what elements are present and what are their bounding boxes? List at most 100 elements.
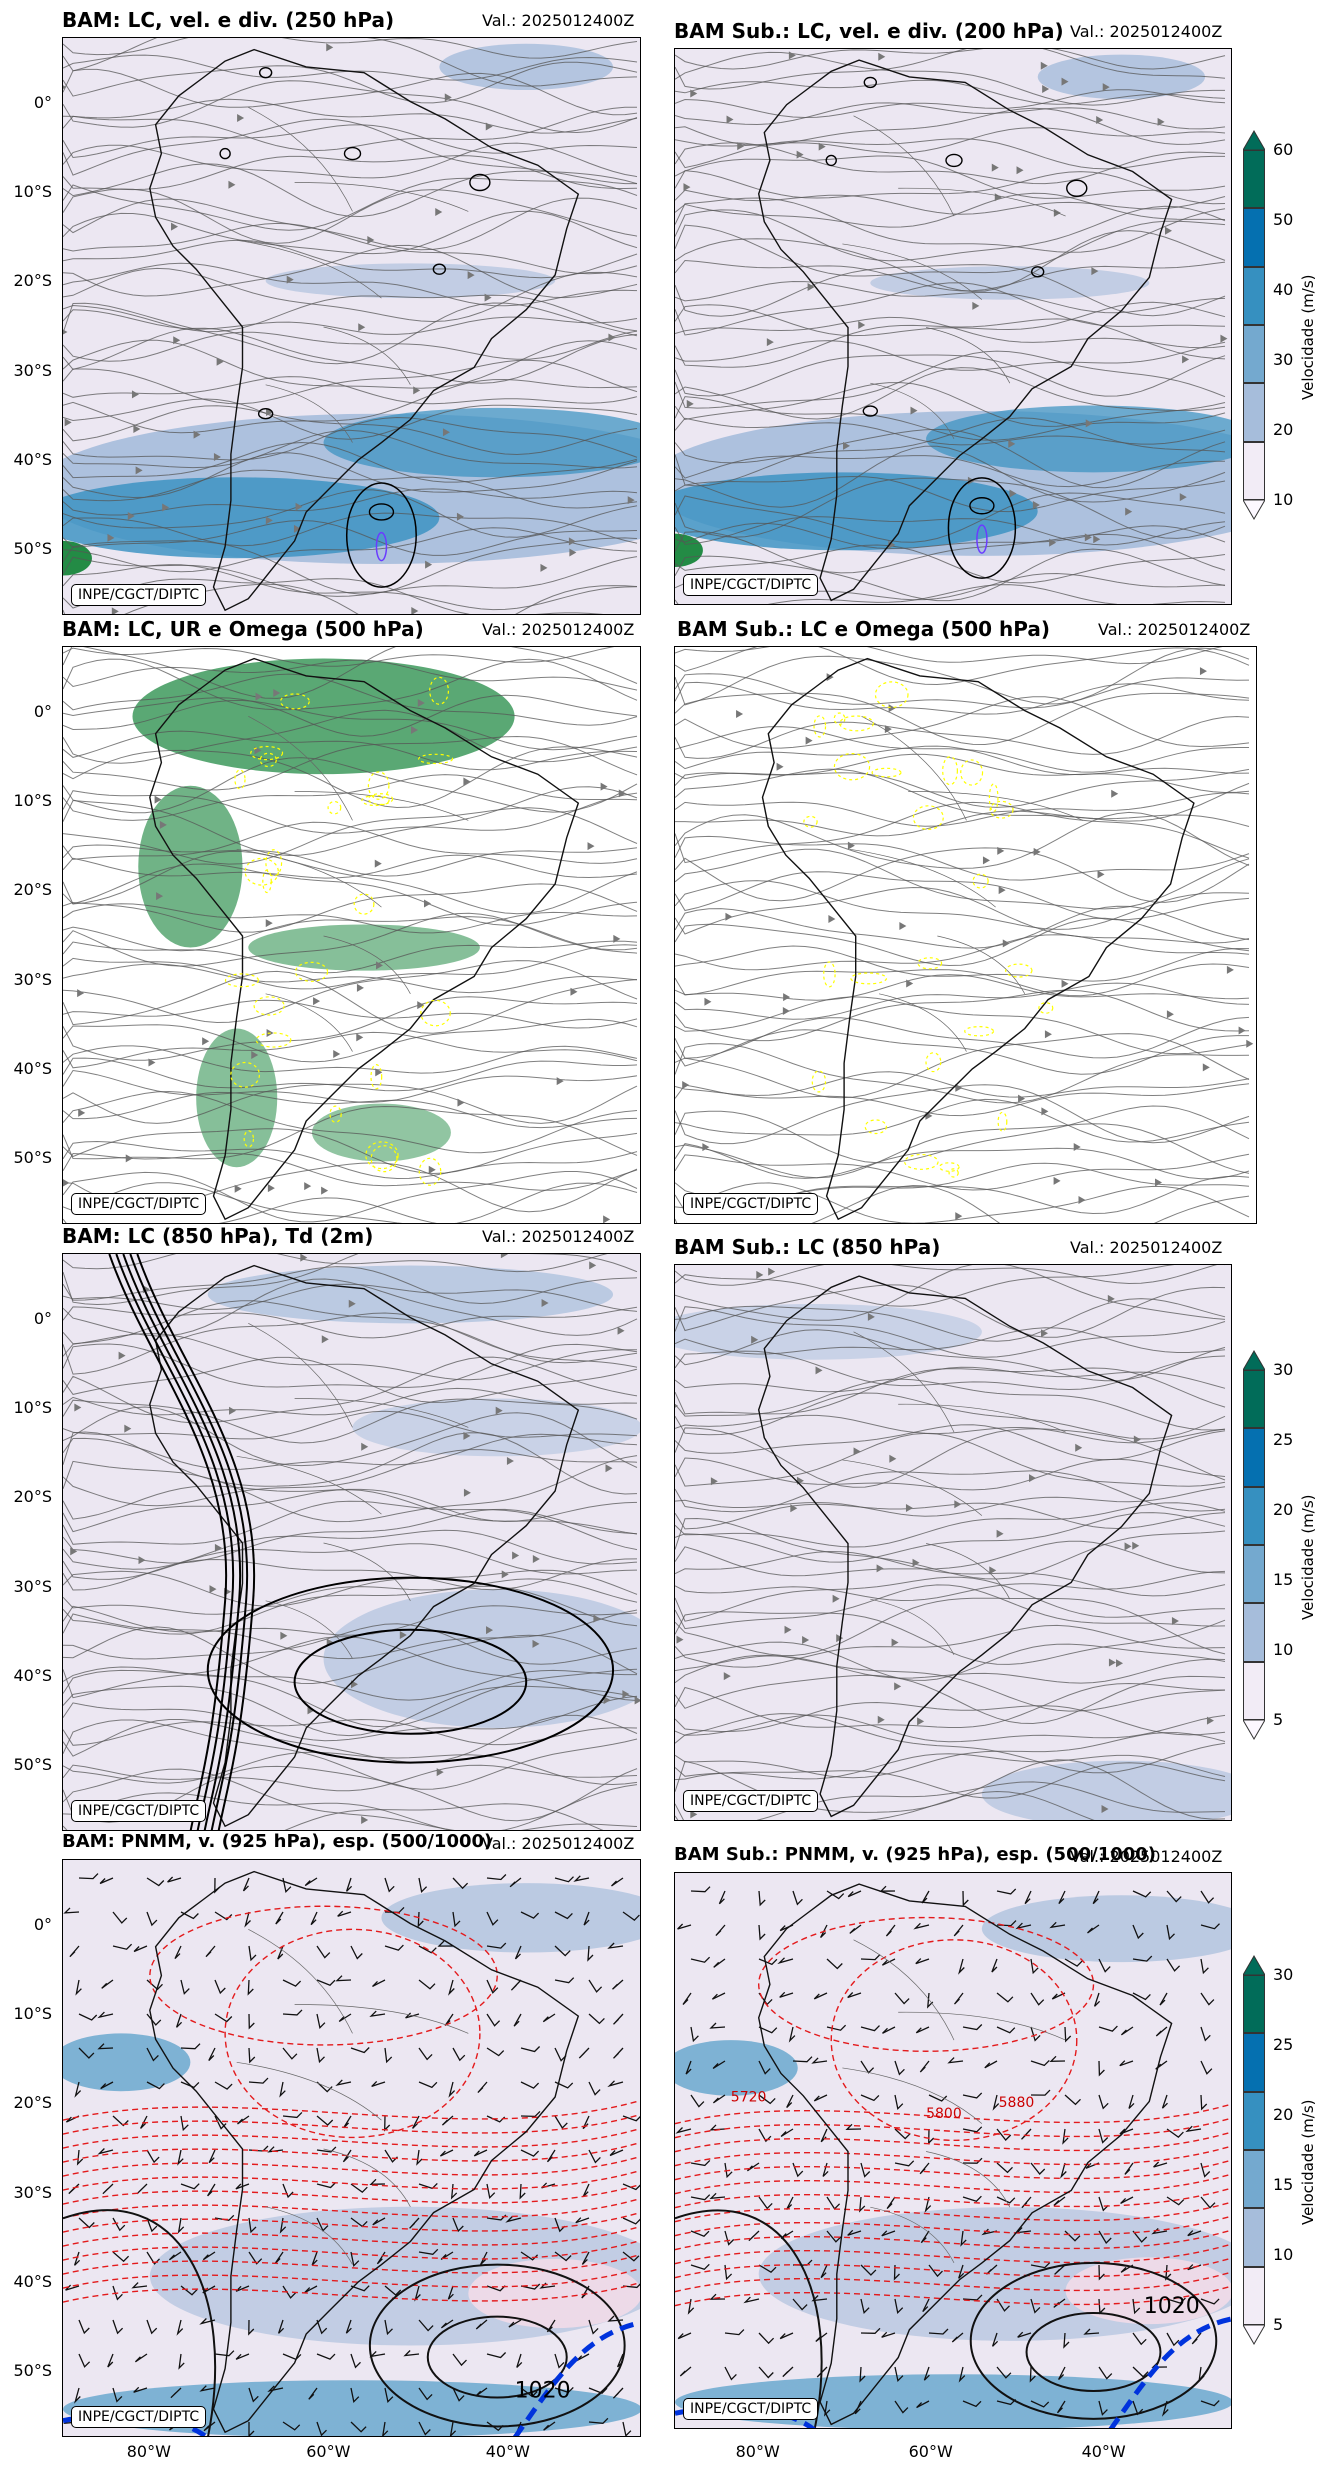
streamline xyxy=(675,1182,1250,1223)
wind-barb xyxy=(554,1911,573,1920)
country-borders xyxy=(842,1331,1066,1656)
streamline-arrow xyxy=(376,961,384,970)
country-borders xyxy=(842,1939,1066,2264)
wind-barb xyxy=(486,1942,507,1949)
streamline xyxy=(63,1719,638,1790)
wind-barb xyxy=(758,2264,777,2274)
valid-time: Val.: 2025012400Z xyxy=(1070,1847,1223,1866)
wind-barb xyxy=(475,2319,488,2330)
streamline-arrow xyxy=(321,1335,329,1344)
streamline-arrow xyxy=(783,993,791,1002)
coastline xyxy=(149,657,580,1221)
streamline-arrow xyxy=(756,1270,764,1279)
omega-contour xyxy=(265,849,283,877)
map-svg xyxy=(675,647,1256,1223)
wind-barb xyxy=(146,2013,162,2026)
wind-barb xyxy=(1200,2196,1216,2209)
streamline-arrow xyxy=(1078,1196,1086,1205)
wind-barb xyxy=(342,2149,352,2163)
border-line xyxy=(926,327,1011,384)
streamline-arrow xyxy=(444,93,452,102)
colorbar-tick: 5 xyxy=(1273,2315,1284,2334)
streamline-arrow xyxy=(159,820,167,829)
wind-barb xyxy=(248,1945,257,1962)
lat-tick-label: 20°S xyxy=(13,1487,52,1507)
streamline xyxy=(63,197,638,251)
streamline-arrow xyxy=(782,1006,790,1015)
thickness-contours xyxy=(675,1916,1231,2307)
wind-barb xyxy=(384,2285,402,2296)
wind-barb xyxy=(384,1944,404,1951)
streamline xyxy=(675,264,1226,317)
wind-barb xyxy=(350,2251,360,2268)
streamline xyxy=(63,1387,638,1416)
wind-shading xyxy=(63,2033,191,2092)
streamline-arrow xyxy=(307,1706,315,1715)
lat-tick-label: 30°S xyxy=(13,360,52,380)
wind-barb xyxy=(134,2353,148,2363)
border-line xyxy=(248,716,353,821)
streamline-arrow xyxy=(1084,533,1092,542)
omega-contours xyxy=(803,681,1054,1178)
streamline xyxy=(63,963,638,994)
thickness-line xyxy=(63,2281,640,2303)
wind-barb xyxy=(279,2081,286,2098)
wind-barb xyxy=(310,1911,318,1926)
streamline xyxy=(63,376,638,405)
streamline-arrow xyxy=(867,1312,875,1321)
streamline xyxy=(675,1762,1226,1799)
wind-barb xyxy=(813,2094,828,2102)
thickness-line xyxy=(675,2117,1231,2139)
wind-barb xyxy=(235,2285,250,2292)
wind-barb xyxy=(444,2013,454,2027)
wind-shading xyxy=(63,2380,640,2436)
wind-barb xyxy=(583,1911,590,1926)
wind-barb xyxy=(1161,2094,1168,2109)
border-line xyxy=(294,1398,469,1428)
streamline xyxy=(675,692,1250,746)
wind-barb xyxy=(962,2195,982,2202)
border-line xyxy=(323,1542,411,1601)
omega-contour xyxy=(850,972,888,985)
streamline xyxy=(675,1265,1226,1321)
wind-barb xyxy=(440,2319,454,2329)
streamline-arrow xyxy=(1049,538,1057,547)
streamline-arrow xyxy=(209,1585,217,1594)
streamline xyxy=(675,801,1250,864)
streamline xyxy=(675,847,1250,903)
wind-barb xyxy=(682,1992,692,2005)
wind-barb xyxy=(214,2115,227,2130)
border-line xyxy=(248,107,353,212)
streamline xyxy=(63,1105,638,1160)
wind-barb xyxy=(860,2327,881,2334)
wind-barb xyxy=(418,1877,428,1894)
streamline xyxy=(63,1398,638,1444)
streamline-arrow xyxy=(826,673,834,682)
border-line xyxy=(842,1459,983,1516)
wind-barb xyxy=(921,1890,930,1904)
wind-barb xyxy=(78,2013,98,2021)
wind-barb xyxy=(146,2217,158,2233)
wind-barb xyxy=(813,1992,828,2000)
streamline-arrow xyxy=(127,511,135,520)
wind-barb xyxy=(473,2149,488,2157)
streamline-arrow xyxy=(286,275,294,284)
omega-contour xyxy=(230,1061,260,1088)
wind-barb xyxy=(75,1979,82,1996)
wind-barb xyxy=(1098,2128,1109,2144)
wind-barb xyxy=(486,1979,499,1994)
wind-barb xyxy=(1132,1955,1153,1962)
wind-barb xyxy=(316,2353,336,2360)
streamline-arrow xyxy=(1107,1294,1115,1303)
wind-shading xyxy=(675,533,703,568)
thickness-line xyxy=(63,2225,640,2247)
streamline-arrow xyxy=(1041,1329,1049,1338)
map-svg xyxy=(675,49,1231,604)
omega-contour xyxy=(365,1141,399,1170)
streamline-arrow xyxy=(1155,1178,1163,1187)
wind-barb xyxy=(554,1876,574,1883)
wind-barb xyxy=(1053,2196,1066,2207)
wind-barb xyxy=(826,2230,842,2243)
wind-barb xyxy=(345,2319,352,2334)
wind-barb xyxy=(758,2366,774,2379)
